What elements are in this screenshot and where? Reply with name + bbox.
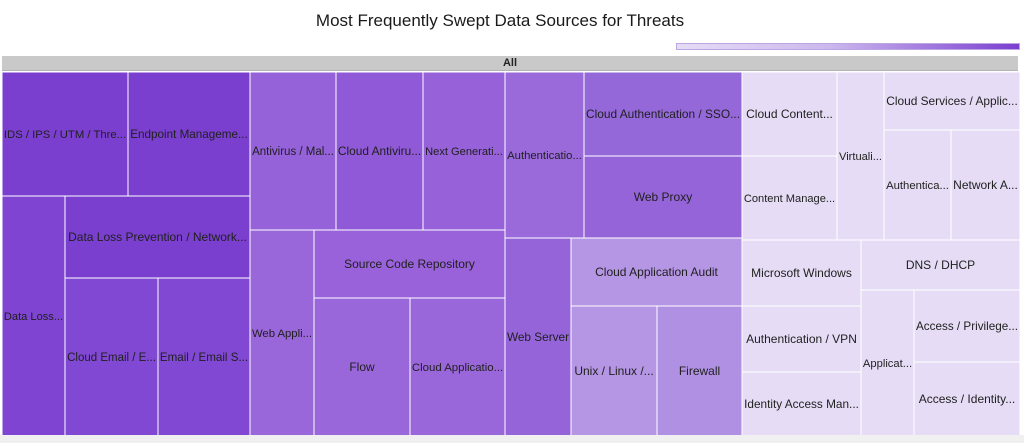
treemap-root-bar[interactable]: All [2,56,1018,71]
treemap-tile-rect[interactable] [583,71,743,157]
treemap-tile-next-generati[interactable]: Next Generati... [422,71,506,231]
treemap-tile-rect[interactable] [741,71,838,157]
treemap-tile-rect[interactable] [1,195,66,437]
treemap-tile-rect[interactable] [860,239,1021,291]
treemap-tile-label: Applicat... [863,358,912,370]
treemap-tile-rect[interactable] [913,361,1021,437]
treemap-tile-data-loss-prevention-network[interactable]: Data Loss Prevention / Network... [64,195,251,279]
treemap-tile-rect[interactable] [422,71,506,231]
treemap-tile-rect[interactable] [249,229,315,437]
treemap-tile-rect[interactable] [335,71,424,231]
treemap-tile-label: Web Appli... [252,328,312,340]
treemap-tile-content-manage[interactable]: Content Manage... [741,155,838,241]
treemap-tile-label: Unix / Linux /... [574,364,653,378]
treemap-tile-identity-access-man[interactable]: Identity Access Man... [741,371,862,437]
treemap-tile-label: DNS / DHCP [906,258,975,272]
treemap-tile-rect[interactable] [313,297,411,437]
treemap-tile-label: Cloud Application Audit [595,265,718,279]
treemap-tile-label: Cloud Antiviru... [338,144,421,158]
treemap-tile-cloud-content[interactable]: Cloud Content... [741,71,838,157]
treemap-tile-access-privilege[interactable]: Access / Privilege... [913,289,1021,363]
treemap-tile-rect[interactable] [64,277,159,437]
treemap-tile-network-a[interactable]: Network A... [950,129,1021,241]
treemap-tile-flow[interactable]: Flow [313,297,411,437]
treemap-tile-cloud-authentication-sso[interactable]: Cloud Authentication / SSO... [583,71,743,157]
treemap-tile-label: IDS / IPS / UTM / Thre... [4,129,126,141]
treemap-tile-source-code-repository[interactable]: Source Code Repository [313,229,506,299]
treemap-tile-rect[interactable] [741,371,862,437]
treemap-tile-label: Content Manage... [744,193,835,205]
bottom-strip [0,435,1024,443]
treemap-tile-rect[interactable] [127,71,251,197]
treemap-tile-rect[interactable] [570,305,658,437]
treemap-tile-microsoft-windows[interactable]: Microsoft Windows [741,239,862,307]
treemap-tile-label: Authentica... [886,180,949,192]
treemap-tile-rect[interactable] [157,277,251,437]
treemap-tile-authenticatio[interactable]: Authenticatio... [504,71,585,239]
treemap-tile-label: Authentication / VPN [746,332,857,346]
treemap-tile-label: Virtuali... [839,151,882,163]
treemap-tile-web-proxy[interactable]: Web Proxy [583,155,743,239]
treemap-tile-label: Web Server [507,330,569,344]
treemap-tile-rect[interactable] [883,71,1021,131]
treemap-tile-web-appli[interactable]: Web Appli... [249,229,315,437]
treemap-tile-label: Flow [349,360,375,374]
treemap-tile-label: Network A... [953,178,1018,192]
treemap-tile-ids-ips-utm-thre[interactable]: IDS / IPS / UTM / Thre... [1,71,129,197]
treemap-tile-label: Firewall [679,364,720,378]
root-label: All [502,57,518,69]
treemap-tile-antivirus-mal[interactable]: Antivirus / Mal... [249,71,337,231]
treemap-tile-label: Next Generati... [425,146,503,158]
treemap-tile-unix-linux[interactable]: Unix / Linux /... [570,305,658,437]
treemap-tile-rect[interactable] [64,195,251,279]
treemap-tile-endpoint-manageme[interactable]: Endpoint Manageme... [127,71,251,197]
treemap-tile-cloud-email-e[interactable]: Cloud Email / E... [64,277,159,437]
treemap-tile-firewall[interactable]: Firewall [656,305,743,437]
treemap-tile-label: Microsoft Windows [751,266,852,280]
treemap-tile-virtuali[interactable]: Virtuali... [836,71,885,241]
treemap-tile-rect[interactable] [504,237,572,437]
treemap-tile-dns-dhcp[interactable]: DNS / DHCP [860,239,1021,291]
treemap-tile-rect[interactable] [860,289,915,437]
treemap-tile-rect[interactable] [409,297,506,437]
treemap-tile-applicat[interactable]: Applicat... [860,289,915,437]
treemap-tile-label: Cloud Applicatio... [412,362,503,374]
treemap-tile-cloud-antiviru[interactable]: Cloud Antiviru... [335,71,424,231]
treemap-tile-email-email-s[interactable]: Email / Email S... [157,277,251,437]
treemap-tile-label: Identity Access Man... [744,397,859,411]
treemap-tile-label: Authenticatio... [507,150,582,162]
color-scale-legend [676,43,1020,50]
treemap-tile-access-identity[interactable]: Access / Identity... [913,361,1021,437]
treemap-tile-label: Cloud Services / Applic... [886,94,1018,108]
treemap-tile-rect[interactable] [741,155,838,241]
treemap-tile-label: Access / Privilege... [916,320,1018,333]
treemap-tile-label: Data Loss... [4,311,63,323]
treemap-tile-label: Email / Email S... [160,351,248,364]
treemap-tile-cloud-services-applic[interactable]: Cloud Services / Applic... [883,71,1021,131]
treemap-tile-label: Source Code Repository [344,257,475,271]
treemap-tile-cloud-applicatio[interactable]: Cloud Applicatio... [409,297,506,437]
treemap-tile-data-loss[interactable]: Data Loss... [1,195,66,437]
treemap-tile-label: Cloud Authentication / SSO... [586,107,740,121]
treemap-tile-label: Cloud Email / E... [67,352,156,364]
treemap-tile-rect[interactable] [570,237,743,307]
treemap-tile-cloud-application-audit[interactable]: Cloud Application Audit [570,237,743,307]
treemap-tile-web-server[interactable]: Web Server [504,237,572,437]
treemap-tile-rect[interactable] [913,289,1021,363]
treemap-tile-label: Endpoint Manageme... [130,128,248,141]
treemap-tile-label: Cloud Content... [746,107,833,121]
treemap-tile-rect[interactable] [583,155,743,239]
treemap-tile-rect[interactable] [836,71,885,241]
treemap-tile-rect[interactable] [656,305,743,437]
chart-title: Most Frequently Swept Data Sources for T… [315,11,685,30]
treemap-tile-label: Web Proxy [634,190,692,204]
treemap-tile-label: Access / Identity... [919,392,1015,406]
treemap-tile-authentica[interactable]: Authentica... [883,129,952,241]
treemap-tile-label: Data Loss Prevention / Network... [68,230,247,244]
treemap-tile-rect[interactable] [504,71,585,239]
treemap-tile-label: Antivirus / Mal... [252,146,334,158]
treemap-tile-authentication-vpn[interactable]: Authentication / VPN [741,305,862,373]
treemap-tile-rect[interactable] [313,229,506,299]
